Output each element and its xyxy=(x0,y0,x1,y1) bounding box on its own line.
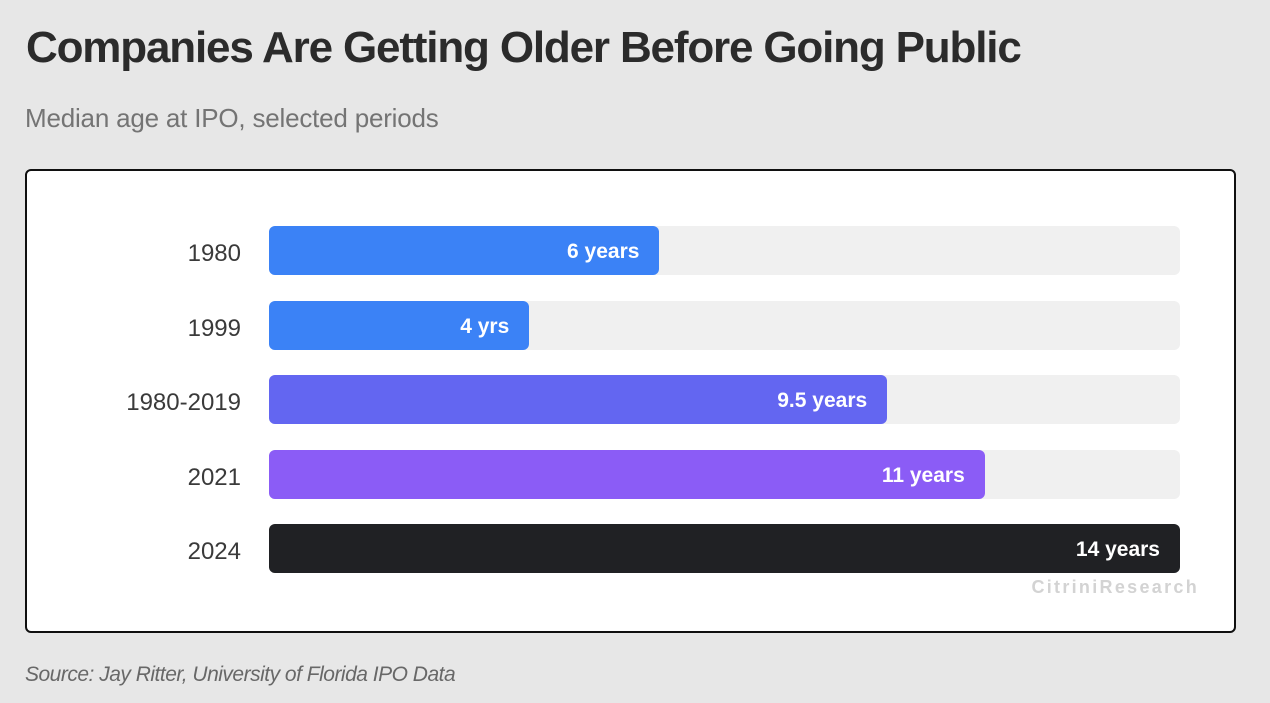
chart-source: Source: Jay Ritter, University of Florid… xyxy=(25,663,456,686)
bar: 4 yrs xyxy=(269,300,530,350)
chart-panel: 1980 6 years 1999 4 yrs 1980-2019 9.5 years 20… xyxy=(25,169,1236,633)
value-label: 4 yrs xyxy=(460,314,510,338)
category-label: 1999 xyxy=(187,314,241,342)
chart-row: 1999 4 yrs xyxy=(27,300,1234,350)
chart-row: 2024 14 years xyxy=(27,524,1234,573)
watermark: CitriniResearch xyxy=(1031,577,1199,597)
value-label: 6 years xyxy=(567,240,640,263)
value-label: 11 years xyxy=(881,463,965,487)
category-label: 2024 xyxy=(187,538,241,565)
chart-title: Companies Are Getting Older Before Going… xyxy=(26,23,1022,72)
bar: 9.5 years xyxy=(269,375,888,424)
value-label: 14 years xyxy=(1075,538,1160,561)
category-label: 1980-2019 xyxy=(126,389,241,416)
bar-track: 4 yrs xyxy=(269,300,1180,350)
category-label: 2021 xyxy=(187,463,241,491)
value-label: 9.5 years xyxy=(777,389,868,412)
chart-row: 1980 6 years xyxy=(27,226,1234,275)
bar-track: 14 years xyxy=(269,524,1180,573)
bar: 11 years xyxy=(269,449,985,499)
category-label: 1980 xyxy=(187,240,241,267)
bar: 6 years xyxy=(269,226,660,275)
bar-track: 9.5 years xyxy=(269,375,1180,424)
bar-track: 6 years xyxy=(269,226,1180,275)
bar-track: 11 years xyxy=(269,449,1180,499)
chart-row: 1980-2019 9.5 years xyxy=(27,375,1234,424)
bar: 14 years xyxy=(269,524,1180,573)
chart-row: 2021 11 years xyxy=(27,449,1234,499)
chart-subtitle: Median age at IPO, selected periods xyxy=(25,103,439,133)
